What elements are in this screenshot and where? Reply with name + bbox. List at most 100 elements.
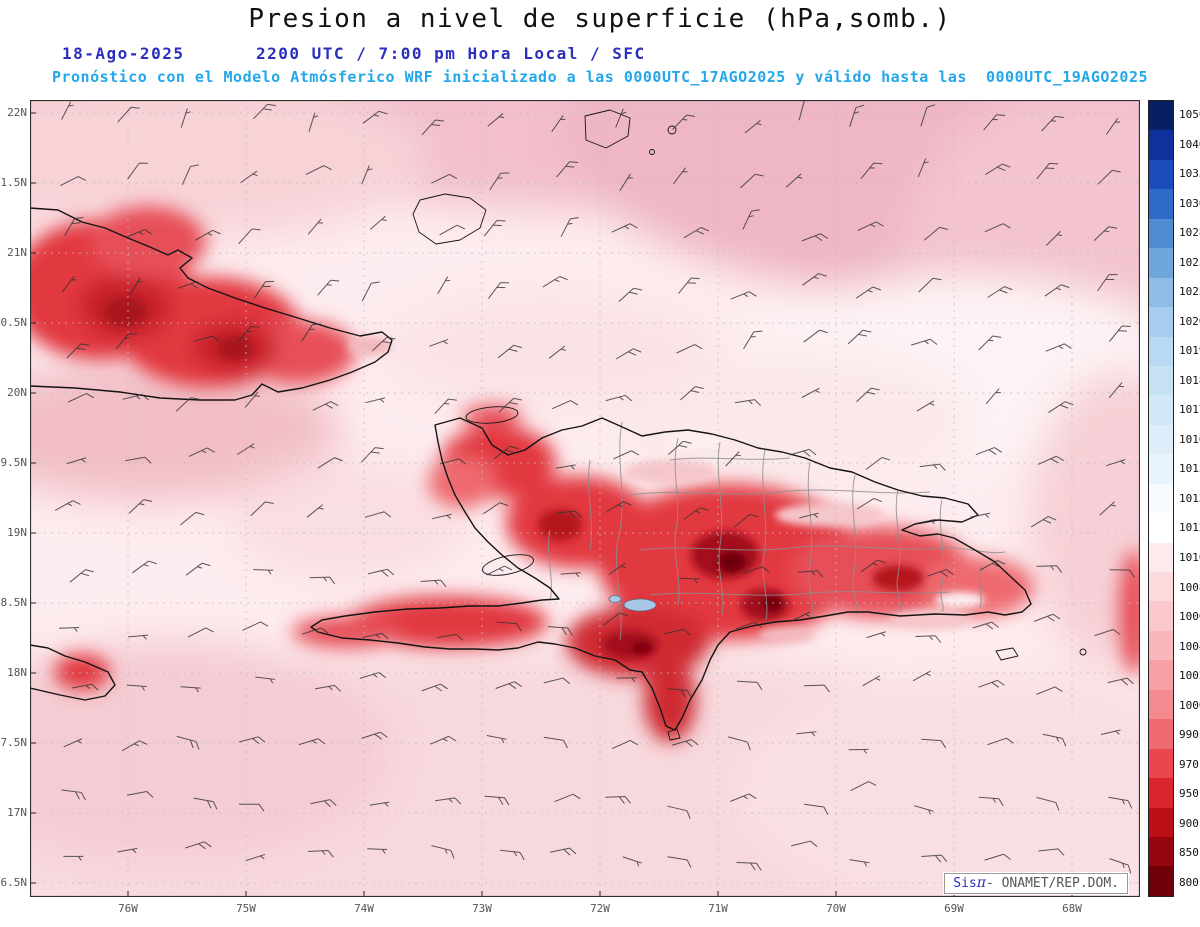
lat-tick-label: 6.5N	[0, 876, 28, 889]
colorbar-level-label: 1006	[1179, 610, 1200, 624]
forecast-date: 18-Ago-2025	[62, 44, 185, 63]
lon-tick-label: 72W	[590, 902, 610, 915]
pressure-shading-broad	[30, 100, 1140, 897]
caicos-bank-outline	[412, 193, 487, 245]
colorbar-segment	[1149, 630, 1173, 661]
map-area: 22N 1.5N 21N 0.5N 20N 9.5N 19N 8.5N 18N 7.5N 17N 6.…	[1, 100, 1140, 915]
colorbar-segment	[1149, 748, 1173, 779]
pressure-shading-layer	[30, 100, 1140, 897]
colorbar-level-label: 1010	[1179, 550, 1200, 564]
colorbar-segment	[1149, 159, 1173, 190]
colorbar-segment	[1149, 189, 1173, 219]
colorbar-segment	[1149, 395, 1173, 425]
lat-tick-label: 7.5N	[0, 736, 28, 749]
colorbar-level-label: 1012	[1179, 521, 1200, 535]
coastlines-layer	[30, 109, 1087, 741]
colorbar-segment	[1149, 277, 1173, 308]
hispaniola-coastline	[310, 417, 1032, 731]
colorbar-segment	[1149, 218, 1173, 249]
colorbar-level-label: 1035	[1179, 167, 1200, 181]
lat-tick-label: 9.5N	[0, 456, 28, 469]
colorbar-level-label: 900	[1179, 816, 1199, 830]
gonave-island	[482, 554, 534, 576]
lat-tick-label: 19N	[7, 526, 27, 539]
lake-azuei	[608, 595, 622, 603]
lat-tick-label: 17N	[7, 806, 27, 819]
colorbar-segment	[1149, 836, 1173, 867]
colorbar-level-label: 1019	[1179, 344, 1200, 358]
wind-barbs-layer	[54, 100, 1135, 874]
colorbar-level-label: 1040	[1179, 137, 1200, 151]
colorbar-level-label: 1017	[1179, 403, 1200, 417]
pressure-map	[30, 100, 1140, 897]
colorbar-level-label: 1030	[1179, 196, 1200, 210]
lat-tick-label: 0.5N	[0, 316, 28, 329]
lake-enriquillo	[623, 598, 657, 612]
colorbar-level-label: 1008	[1179, 580, 1200, 594]
colorbar-segment	[1149, 101, 1173, 131]
colorbar-segment	[1149, 601, 1173, 631]
jamaica-coastline	[30, 644, 116, 701]
colorbar-segment	[1149, 719, 1173, 749]
small-island-outline	[649, 149, 655, 155]
lat-tick-label: 20N	[7, 386, 27, 399]
lat-tick-label: 1.5N	[0, 176, 28, 189]
province-borders-layer	[548, 421, 1006, 641]
lon-tick-label: 75W	[236, 902, 256, 915]
colorbar-segment	[1149, 248, 1173, 278]
colorbar-segment	[1149, 513, 1173, 543]
credit-org: - ONAMET/REP.DOM.	[985, 876, 1119, 891]
lon-tick-label: 68W	[1062, 902, 1082, 915]
credit-pi-icon: π	[976, 875, 986, 891]
colorbar-level-label: 1000	[1179, 698, 1200, 712]
colorbar-segment	[1149, 454, 1173, 484]
colorbar-segment	[1149, 336, 1173, 366]
page-title: Presion a nivel de superficie (hPa,somb.…	[248, 4, 952, 34]
forecast-valid-time: 2200 UTC / 7:00 pm Hora Local / SFC	[256, 44, 646, 63]
colorbar-level-label: 1004	[1179, 639, 1200, 653]
colorbar-segment	[1149, 542, 1173, 572]
beata-island	[667, 728, 681, 741]
lon-tick-label: 76W	[118, 902, 138, 915]
colorbar-segment	[1149, 483, 1173, 514]
colorbar-segment	[1149, 130, 1173, 160]
colorbar-level-label: 950	[1179, 787, 1199, 801]
colorbar-swatches	[1148, 100, 1174, 897]
colorbar-labels: 1050 1040 1035 1030 1028 1025 1022 1020 1019 1018…	[1179, 100, 1200, 897]
colorbar-segment	[1149, 866, 1173, 896]
lat-tick-label: 22N	[7, 106, 27, 119]
colorbar-level-label: 1015	[1179, 462, 1200, 476]
small-island-outline	[667, 125, 677, 135]
colorbar-segment	[1149, 689, 1173, 720]
model-info-line: Pronóstico con el Modelo Atmósferico WRF…	[51, 68, 1149, 86]
lon-tick-label: 71W	[708, 902, 728, 915]
colorbar-level-label: 1016	[1179, 432, 1200, 446]
lon-tick-label: 70W	[826, 902, 846, 915]
colorbar-level-label: 990	[1179, 728, 1199, 742]
colorbar-segment	[1149, 807, 1173, 837]
colorbar-level-label: 1022	[1179, 285, 1200, 299]
lon-tick-label: 73W	[472, 902, 492, 915]
colorbar-level-label: 800	[1179, 875, 1199, 889]
colorbar-segment	[1149, 660, 1173, 690]
lat-tick-label: 18N	[7, 666, 27, 679]
lat-tick-label: 21N	[7, 246, 27, 259]
saona-island	[995, 647, 1019, 661]
grid-layer	[30, 100, 1140, 897]
colorbar-level-label: 1020	[1179, 314, 1200, 328]
colorbar-level-label: 970	[1179, 757, 1199, 771]
datetime-row: 18-Ago-2025 2200 UTC / 7:00 pm Hora Loca…	[0, 44, 1200, 64]
colorbar-segment	[1149, 307, 1173, 337]
inagua-island-outline	[584, 109, 631, 149]
colorbar-segment	[1149, 365, 1173, 396]
colorbar-level-label: 1028	[1179, 226, 1200, 240]
colorbar-level-label: 850	[1179, 846, 1199, 860]
cuba-coastline	[30, 207, 393, 401]
colorbar-segment	[1149, 778, 1173, 808]
colorbar-level-label: 1013	[1179, 491, 1200, 505]
lon-tick-label: 74W	[354, 902, 374, 915]
pressure-colorbar: 1050 1040 1035 1030 1028 1025 1022 1020 1019 1018…	[1148, 100, 1200, 897]
colorbar-segment	[1149, 424, 1173, 455]
mona-island	[1079, 648, 1087, 656]
credit-sis: Sis	[953, 876, 977, 891]
